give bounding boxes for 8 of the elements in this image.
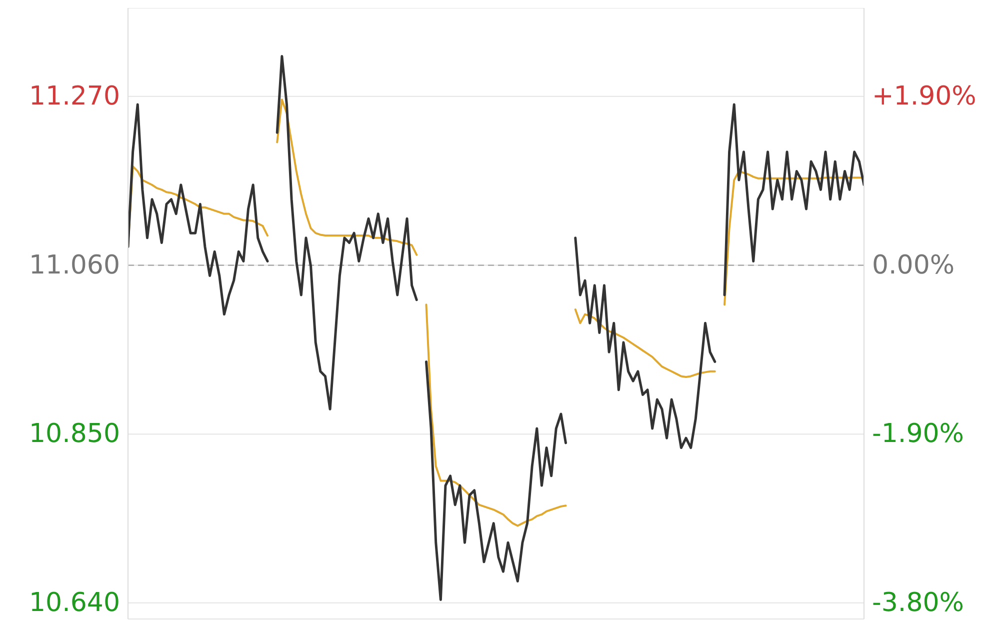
y-tick-label: 11.270 (29, 81, 120, 112)
y-tick-label: 11.060 (29, 250, 120, 280)
y2-tick-label: +1.90% (872, 81, 976, 112)
y2-tick-label: -3.80% (872, 588, 964, 618)
y-tick-label: 10.850 (29, 419, 120, 450)
y-tick-label: 10.640 (29, 588, 120, 618)
y2-tick-label: -1.90% (872, 419, 964, 450)
y2-tick-label: 0.00% (872, 250, 955, 280)
